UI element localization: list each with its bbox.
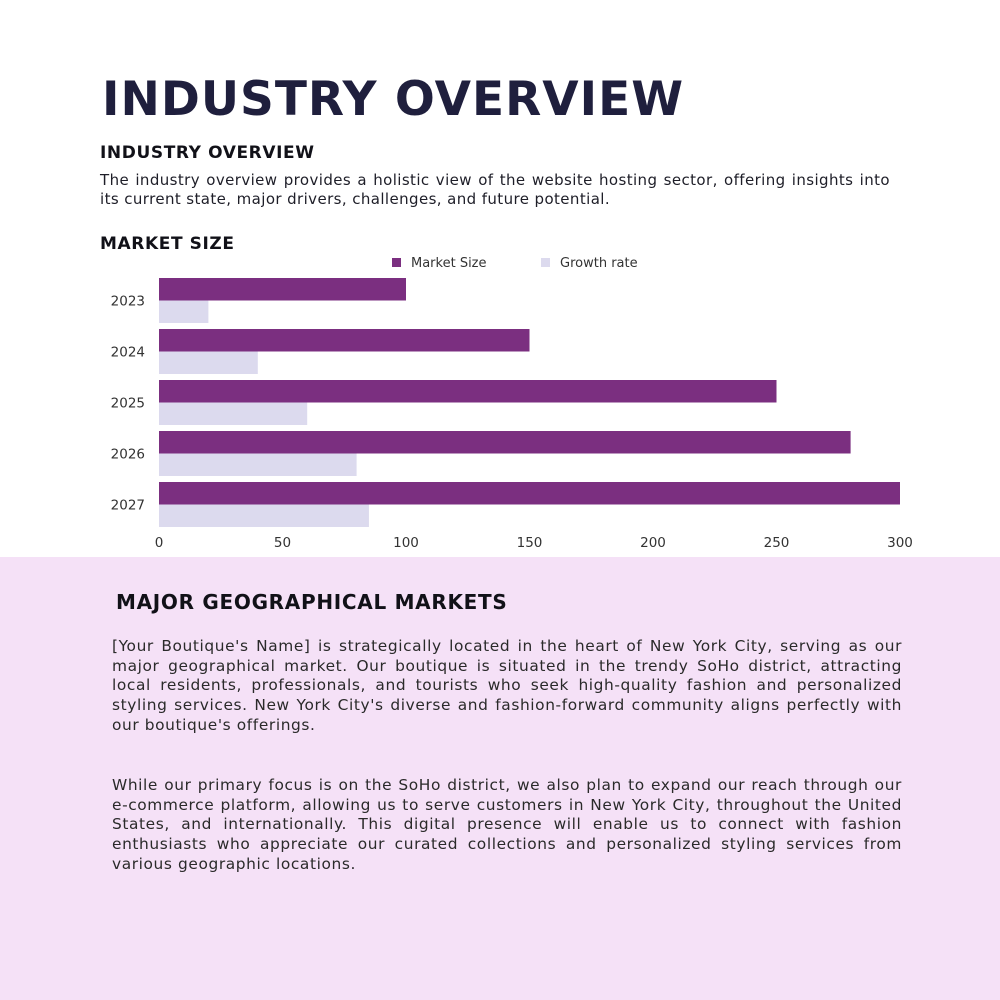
industry-overview-text: The industry overview provides a holisti… (100, 171, 890, 208)
x-tick-label-5: 250 (764, 535, 790, 551)
geo-markets-heading: MAJOR GEOGRAPHICAL MARKETS (116, 590, 508, 614)
bar-2027-series-2 (159, 504, 369, 527)
x-tick-label-3: 150 (517, 535, 543, 551)
legend-label-1: Market Size (411, 256, 487, 271)
market-size-chart-svg: Market Size Growth rate 2023 2024 2025 2026 20… (111, 256, 913, 551)
bar-2023-series-2 (159, 300, 209, 323)
bar-2027-series-1 (159, 482, 900, 505)
x-tick-label-2: 100 (393, 535, 419, 551)
x-tick-label-4: 200 (640, 535, 666, 551)
y-tick-label-2026: 2026 (111, 447, 145, 463)
x-tick-label-6: 300 (887, 535, 913, 551)
bar-2025-series-1 (159, 380, 777, 403)
market-size-heading: MARKET SIZE (100, 234, 235, 254)
industry-overview-heading: INDUSTRY OVERVIEW (100, 143, 315, 163)
y-tick-label-2024: 2024 (111, 345, 145, 361)
bar-2024-series-2 (159, 351, 258, 374)
geo-markets-paragraph-2: While our primary focus is on the SoHo d… (112, 776, 902, 873)
bar-2026-series-1 (159, 431, 851, 454)
bar-2026-series-2 (159, 453, 357, 476)
legend-label-2: Growth rate (560, 256, 638, 271)
page-title: INDUSTRY OVERVIEW (102, 72, 685, 127)
y-tick-label-2025: 2025 (111, 396, 145, 412)
legend-swatch-2 (541, 258, 550, 267)
x-tick-label-0: 0 (155, 535, 164, 551)
y-tick-label-2027: 2027 (111, 498, 145, 514)
bar-2025-series-2 (159, 402, 308, 425)
x-tick-label-1: 50 (274, 535, 291, 551)
geo-markets-section: MAJOR GEOGRAPHICAL MARKETS [Your Boutiqu… (0, 557, 1000, 1000)
bar-2023-series-1 (159, 278, 406, 301)
legend-swatch-1 (392, 258, 401, 267)
bar-2024-series-1 (159, 329, 530, 352)
market-size-chart: Market Size Growth rate 2023 2024 2025 2026 20… (95, 250, 935, 555)
y-tick-label-2023: 2023 (111, 294, 145, 310)
geo-markets-paragraph-1: [Your Boutique's Name] is strategically … (112, 637, 902, 734)
